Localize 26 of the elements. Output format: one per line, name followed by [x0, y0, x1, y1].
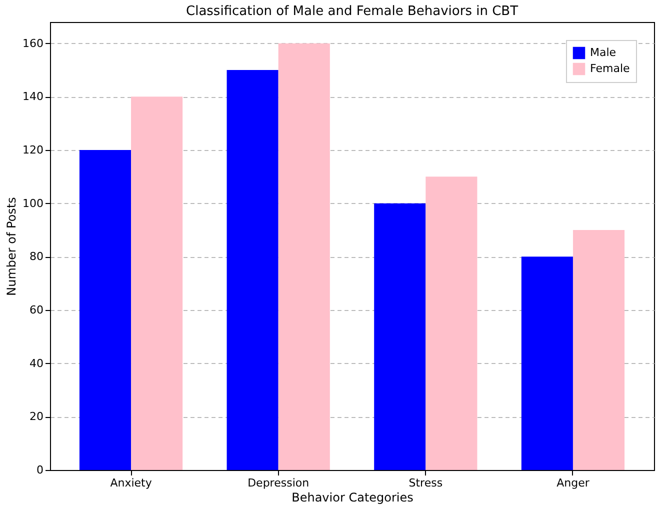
- y-tick-label: 40: [30, 356, 44, 370]
- x-axis-title: Behavior Categories: [292, 490, 414, 504]
- bar: [374, 203, 426, 470]
- y-tick-label: 60: [30, 304, 44, 316]
- legend-label: Male: [590, 46, 616, 59]
- x-tick-label: Stress: [408, 476, 443, 490]
- y-tick-label: 100: [22, 196, 44, 210]
- x-tick-label: Anger: [556, 476, 590, 490]
- x-tick-label: Anxiety: [110, 476, 152, 490]
- bar: [79, 150, 132, 470]
- bar: [226, 70, 278, 470]
- bar: [426, 176, 478, 470]
- bar: [278, 43, 330, 470]
- y-axis-title: Number of Posts: [4, 197, 19, 296]
- y-tick-label: 0: [36, 464, 44, 476]
- legend-label: Female: [590, 62, 630, 75]
- y-tick-label: 80: [30, 250, 44, 264]
- chart-title: Classification of Male and Female Behaviors in CBT: [186, 4, 518, 19]
- bar: [521, 256, 573, 470]
- y-tick-label: 160: [22, 36, 44, 50]
- bar: [131, 96, 183, 470]
- x-tick-label: Depression: [248, 476, 310, 490]
- y-tick-label: 20: [30, 410, 44, 424]
- y-tick-label: 120: [22, 144, 44, 156]
- y-tick-label: 140: [22, 90, 44, 104]
- bar: [572, 230, 625, 470]
